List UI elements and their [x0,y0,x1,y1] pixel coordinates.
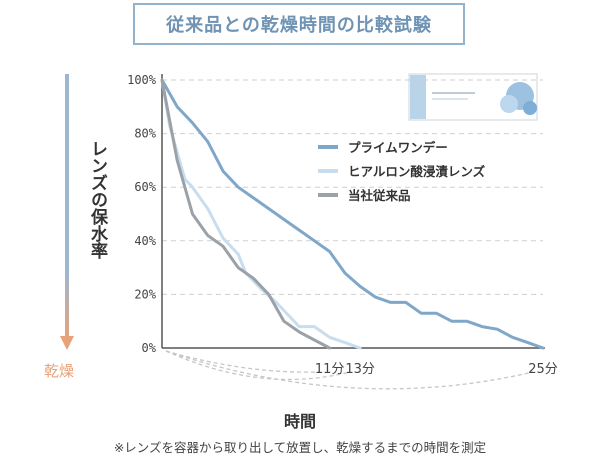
dry-label: 乾燥 [44,362,75,380]
time-curve [165,350,320,373]
y-tick-label: 80% [134,127,156,141]
product-box-image [408,73,538,121]
time-curve [165,350,351,381]
chart-title-box: 従来品との乾燥時間の比較試験 [133,3,465,45]
end-time-label: 25分 [528,362,558,377]
y-axis-label: レンズの保水率 [87,140,107,259]
series-line-1 [160,78,545,350]
y-tick-label: 40% [134,234,156,248]
y-tick-label: 100% [127,73,157,87]
y-tick-label: 20% [134,287,156,301]
end-time-label: 13分 [345,362,375,377]
legend-label: ヒアルロン酸浸漬レンズ [348,164,486,179]
legend-label: 当社従来品 [348,188,411,203]
legend-label: プライムワンデー [348,140,448,155]
dry-arrow-head [60,336,74,350]
time-curve [165,350,534,390]
y-tick-label: 60% [134,180,156,194]
series-line-3 [160,78,332,350]
dry-arrow-shaft [65,74,69,338]
footnote: ※レンズを容器から取り出して放置し、乾燥するまでの時間を測定 [113,440,487,455]
x-axis-label: 時間 [283,412,316,431]
y-tick-label: 0% [142,341,157,355]
end-time-label: 11分 [315,362,345,377]
chart-title: 従来品との乾燥時間の比較試験 [166,15,432,36]
